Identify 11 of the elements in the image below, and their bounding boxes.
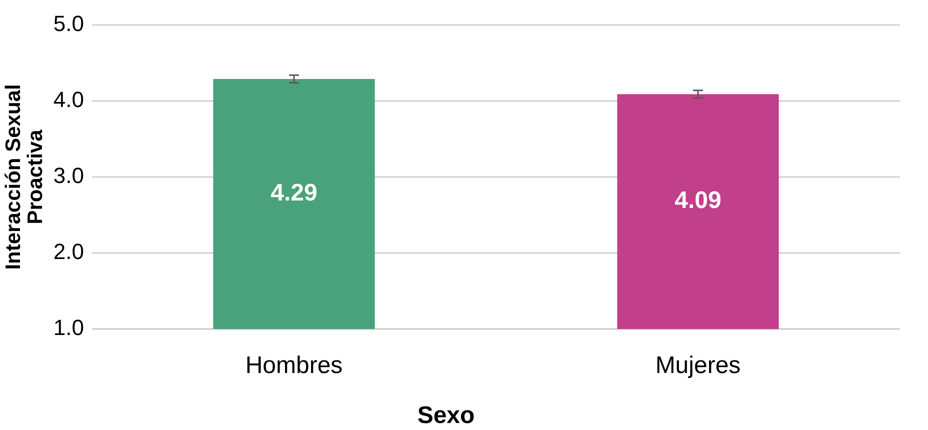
x-tick-label: Mujeres xyxy=(655,352,741,379)
y-tick-label: 2.0 xyxy=(53,238,84,264)
x-axis-title: Sexo xyxy=(417,402,475,429)
y-tick-label: 5.0 xyxy=(53,10,84,36)
x-tick-label: Hombres xyxy=(245,352,343,379)
data-label: 4.09 xyxy=(674,186,722,214)
data-label: 4.29 xyxy=(270,179,318,206)
y-tick-label: 4.0 xyxy=(53,86,84,112)
y-tick-label: 1.0 xyxy=(53,314,84,340)
y-axis-title: Interacción Sexual Proactiva xyxy=(2,84,47,270)
y-tick-label: 3.0 xyxy=(53,162,84,188)
